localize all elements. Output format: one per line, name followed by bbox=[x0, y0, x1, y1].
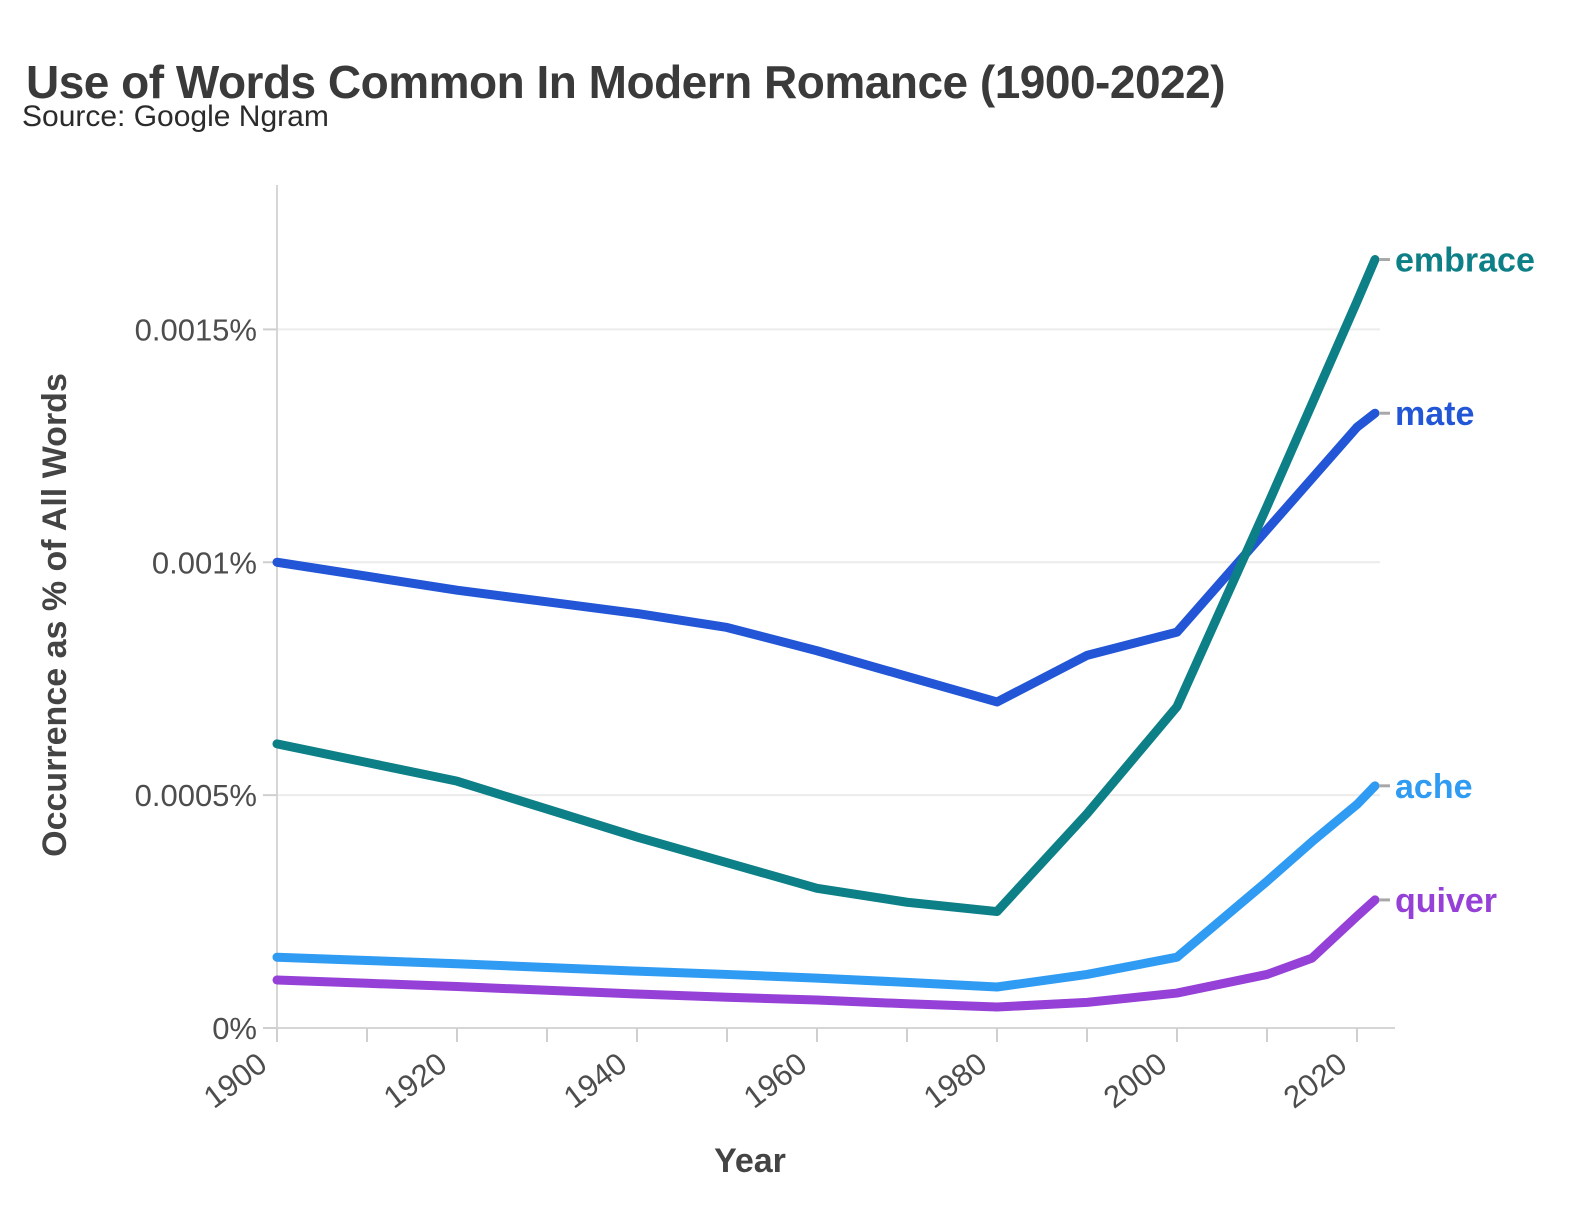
series-line-embrace bbox=[272, 255, 1380, 917]
series-line-ache bbox=[272, 781, 1380, 992]
series-line-mate bbox=[272, 408, 1380, 707]
y-tick-label: 0.0005% bbox=[135, 778, 257, 813]
x-tick-label: 1980 bbox=[917, 1046, 993, 1115]
x-tick-label: 1900 bbox=[197, 1046, 273, 1115]
data-series bbox=[272, 255, 1380, 1012]
tick-marks bbox=[263, 328, 1358, 1042]
gridlines bbox=[277, 328, 1380, 797]
x-tick-label: 2020 bbox=[1277, 1046, 1353, 1115]
x-tick-label: 2000 bbox=[1097, 1046, 1173, 1115]
page-subtitle: Source: Google Ngram bbox=[22, 100, 329, 133]
y-tick-label: 0.0015% bbox=[135, 312, 257, 347]
axes bbox=[276, 185, 1395, 1029]
series-label-quiver: quiver bbox=[1395, 882, 1497, 920]
x-tick-label: 1940 bbox=[557, 1046, 633, 1115]
series-line-quiver bbox=[272, 895, 1380, 1012]
y-tick-label: 0% bbox=[212, 1011, 257, 1046]
series-label-embrace: embrace bbox=[1395, 242, 1535, 280]
x-tick-label: 1920 bbox=[377, 1046, 453, 1115]
series-labels: mate ache quiver embrace bbox=[1379, 242, 1535, 920]
page-title: Use of Words Common In Modern Romance (1… bbox=[26, 55, 1226, 108]
x-axis-title: Year bbox=[714, 1142, 786, 1180]
x-tick-label: 1960 bbox=[737, 1046, 813, 1115]
series-label-mate: mate bbox=[1395, 395, 1474, 433]
y-tick-label: 0.001% bbox=[152, 545, 257, 580]
series-label-ache: ache bbox=[1395, 768, 1473, 806]
y-axis-title: Occurrence as % of All Words bbox=[36, 373, 74, 857]
